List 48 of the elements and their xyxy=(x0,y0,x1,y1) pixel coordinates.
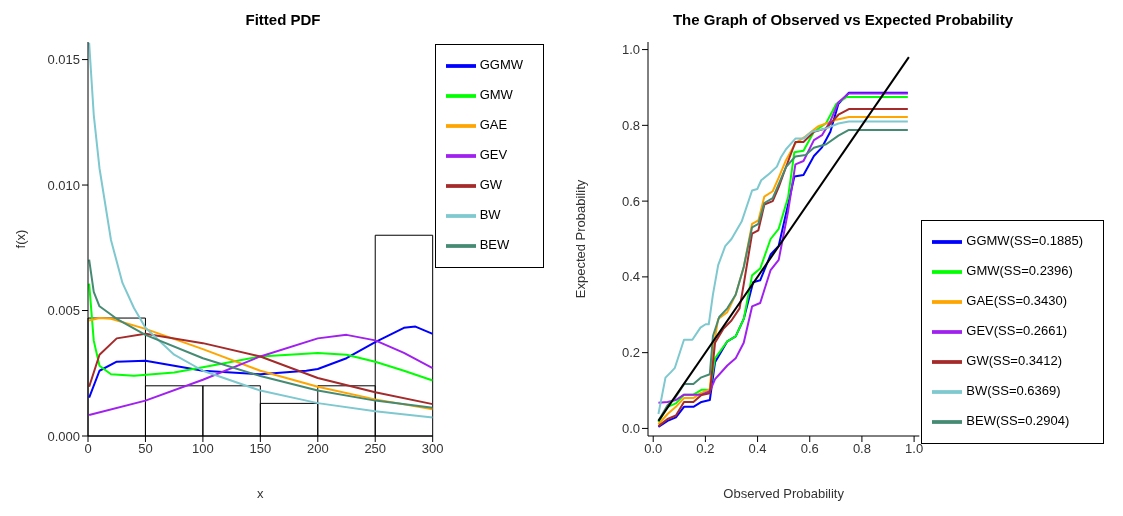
y-axis-title: f(x) xyxy=(12,229,28,249)
legend-label: GW xyxy=(479,177,503,193)
y-axis-title: Expected Probability xyxy=(572,179,588,299)
legend-label: GMW xyxy=(479,87,513,103)
y-tick-label: 0.0 xyxy=(621,421,640,437)
legend-label: GAE xyxy=(479,117,508,133)
legend-label: GAE(SS=0.3430) xyxy=(966,293,1068,309)
y-tick-label: 0.6 xyxy=(621,193,640,209)
y-tick-label: 0.005 xyxy=(47,303,80,319)
x-tick-label: 0.4 xyxy=(748,441,767,457)
y-tick-label: 0.010 xyxy=(47,177,80,193)
legend-label: BEW xyxy=(479,237,510,253)
y-tick-label: 1.0 xyxy=(621,42,640,58)
y-tick-label: 0.015 xyxy=(47,52,80,68)
legend-label: BEW(SS=0.2904) xyxy=(966,413,1070,429)
y-tick-label: 0.000 xyxy=(47,428,80,444)
line-series xyxy=(88,42,433,419)
chart-title: The Graph of Observed vs Expected Probability xyxy=(671,10,1015,30)
x-tick-label: 0.6 xyxy=(800,441,819,457)
line-series xyxy=(88,258,433,409)
x-tick-label: 0.0 xyxy=(644,441,663,457)
legend-label: GGMW(SS=0.1885) xyxy=(966,233,1083,249)
chart-title: Fitted PDF xyxy=(244,10,322,30)
legend-label: GEV xyxy=(479,147,508,163)
legend-label: GGMW xyxy=(479,57,523,73)
legend-label: BW xyxy=(479,207,501,223)
x-tick-label: 1.0 xyxy=(905,441,924,457)
x-tick-label: 0 xyxy=(84,441,92,457)
line-series xyxy=(88,317,433,411)
x-axis-title: x xyxy=(257,486,265,501)
x-tick-label: 150 xyxy=(249,441,272,457)
x-tick-label: 0.8 xyxy=(852,441,871,457)
x-tick-label: 50 xyxy=(138,441,153,457)
x-tick-label: 200 xyxy=(306,441,329,457)
line-series xyxy=(88,325,433,399)
legend-label: GW(SS=0.3412) xyxy=(966,353,1063,369)
line-series xyxy=(88,282,433,382)
y-tick-label: 0.4 xyxy=(621,269,640,285)
y-tick-label: 0.8 xyxy=(621,117,640,133)
legend-label: GMW(SS=0.2396) xyxy=(966,263,1073,279)
x-tick-label: 0.2 xyxy=(696,441,715,457)
legend-label: GEV(SS=0.2661) xyxy=(966,323,1068,339)
x-tick-label: 250 xyxy=(364,441,387,457)
x-axis-title: Observed Probability xyxy=(723,486,845,501)
legend-label: BW(SS=0.6369) xyxy=(966,383,1061,399)
x-tick-label: 300 xyxy=(421,441,444,457)
y-tick-label: 0.2 xyxy=(621,345,640,361)
x-tick-label: 100 xyxy=(192,441,214,457)
